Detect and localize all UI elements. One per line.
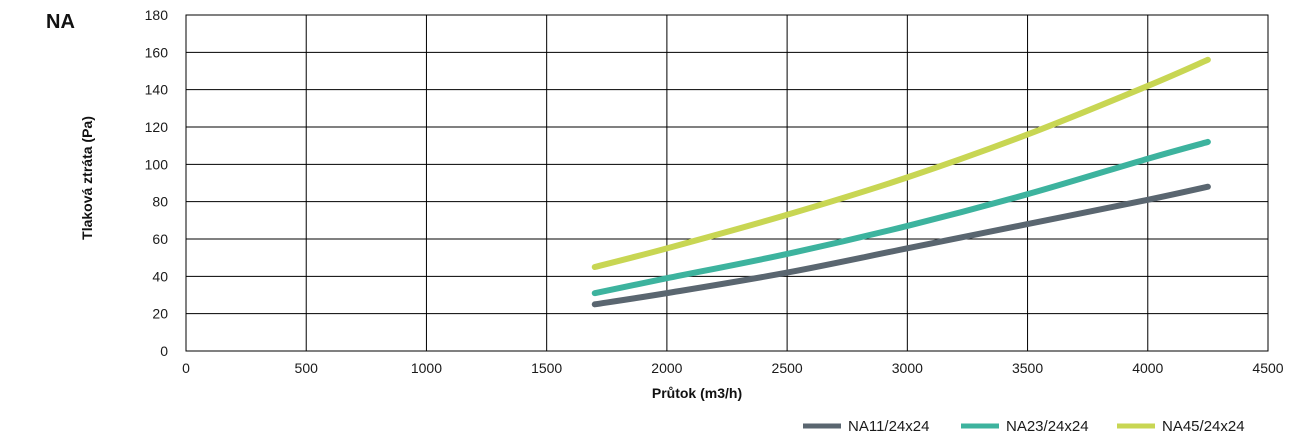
- data-point: [594, 303, 596, 305]
- y-tick-label: 80: [152, 194, 168, 210]
- y-axis-title: Tlaková ztráta (Pa): [79, 116, 95, 240]
- x-axis-title: Průtok (m3/h): [652, 385, 742, 401]
- data-point: [1027, 223, 1029, 225]
- y-tick-label: 180: [145, 7, 169, 23]
- x-tick-label: 0: [182, 360, 190, 376]
- x-tick-label: 500: [295, 360, 319, 376]
- x-tick-label: 3500: [1012, 360, 1043, 376]
- plot-frame: [185, 14, 1269, 352]
- series-line-3: [591, 56, 1211, 270]
- y-tick-label: 20: [152, 306, 168, 322]
- data-point: [594, 266, 596, 268]
- x-tick-label: 1000: [411, 360, 442, 376]
- y-tick-label: 140: [145, 82, 169, 98]
- data-point: [1147, 158, 1149, 160]
- grid: [185, 14, 1269, 352]
- data-point: [1027, 133, 1029, 135]
- x-tick-label: 4000: [1132, 360, 1163, 376]
- data-point: [1207, 59, 1209, 61]
- data-point: [906, 247, 908, 249]
- data-point: [1147, 85, 1149, 87]
- data-point: [906, 225, 908, 227]
- data-point: [1207, 186, 1209, 188]
- y-tick-label: 60: [152, 231, 168, 247]
- data-point: [786, 214, 788, 216]
- x-tick-label: 1500: [531, 360, 562, 376]
- data-point: [1027, 193, 1029, 195]
- x-tick-label: 3000: [892, 360, 923, 376]
- legend: NA11/24x24 NA23/24x24 NA45/24x24: [803, 418, 1245, 435]
- y-tick-label: 120: [145, 119, 169, 135]
- data-point: [1207, 141, 1209, 143]
- x-axis-ticks: 0 500 1000 1500 2000 2500 3000 3500 4000 4500: [182, 360, 1284, 376]
- y-tick-label: 100: [145, 156, 169, 172]
- y-tick-label: 160: [145, 44, 169, 60]
- data-point: [786, 253, 788, 255]
- x-tick-label: 4500: [1252, 360, 1283, 376]
- data-point: [906, 176, 908, 178]
- y-tick-label: 0: [160, 343, 168, 359]
- chart-title: NA: [46, 11, 75, 33]
- series-lines: [591, 56, 1211, 308]
- legend-label: NA11/24x24: [848, 418, 929, 435]
- y-axis-ticks: 0 20 40 60 80 100 120 140 160 180: [145, 7, 169, 359]
- data-point: [1147, 199, 1149, 201]
- data-point: [666, 277, 668, 279]
- legend-label: NA45/24x24: [1162, 418, 1245, 435]
- data-point: [666, 292, 668, 294]
- x-tick-label: 2500: [772, 360, 803, 376]
- data-point: [666, 247, 668, 249]
- x-tick-label: 2000: [651, 360, 682, 376]
- y-tick-label: 40: [152, 268, 168, 284]
- data-point: [594, 292, 596, 294]
- legend-label: NA23/24x24: [1006, 418, 1089, 435]
- data-point: [786, 272, 788, 274]
